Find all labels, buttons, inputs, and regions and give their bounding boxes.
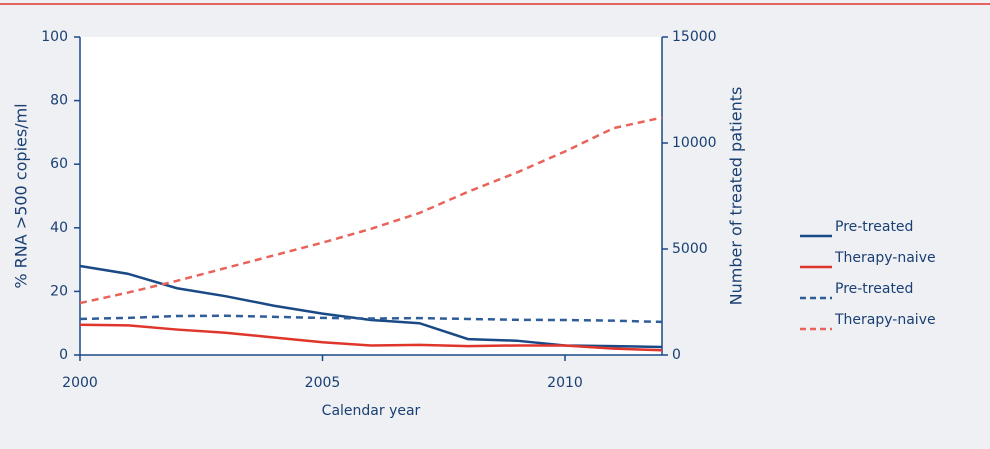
legend-label: Pre-treated — [835, 281, 913, 297]
y-tick-label: 100 — [41, 29, 68, 45]
legend-label: Therapy-naive — [834, 250, 936, 266]
x-tick-label: 2005 — [305, 375, 341, 391]
x-tick-label: 2010 — [547, 375, 583, 391]
series-line — [79, 323, 663, 352]
x-axis-label: Calendar year — [322, 403, 421, 419]
y2-tick-label: 10000 — [672, 135, 717, 151]
series-line — [79, 116, 663, 305]
y-tick-label: 80 — [50, 93, 68, 109]
y-tick-label: 20 — [50, 283, 68, 299]
y2-tick-label: 5000 — [672, 241, 708, 257]
plot-area — [80, 37, 662, 355]
y-tick-label: 60 — [50, 156, 68, 172]
y-tick-label: 0 — [59, 347, 68, 363]
legend-label: Therapy-naive — [834, 312, 936, 328]
y-tick-label: 40 — [50, 220, 68, 236]
x-tick-label: 2000 — [62, 375, 98, 391]
series-line — [79, 314, 663, 324]
y-axis-label: % RNA >500 copies/ml — [12, 103, 31, 288]
legend-label: Pre-treated — [835, 219, 913, 235]
y2-axis-label: Number of treated patients — [727, 87, 746, 306]
y2-tick-label: 15000 — [672, 29, 717, 45]
y2-tick-label: 0 — [672, 347, 681, 363]
